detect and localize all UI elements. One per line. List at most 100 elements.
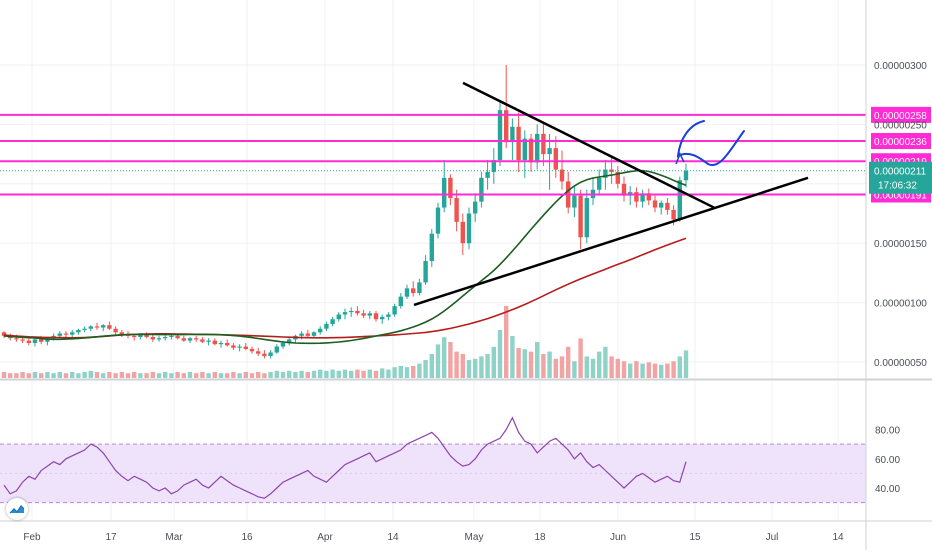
volume-bar [26, 373, 31, 378]
time-tick-label: 17 [105, 532, 117, 543]
candle-body [299, 333, 304, 336]
candle-body [32, 339, 38, 343]
volume-bar [218, 373, 224, 378]
projection-curve-tail [675, 152, 685, 165]
time-tick-label: 16 [241, 532, 253, 543]
time-tick-label: 14 [387, 532, 399, 543]
candle-body [287, 339, 292, 343]
volume-bar [634, 361, 639, 378]
lower-trendline [413, 176, 809, 307]
candle-body [181, 338, 186, 341]
volume-bar [144, 373, 149, 378]
volume-bar [541, 354, 546, 378]
candle-body [417, 282, 422, 294]
price-tick-label: 0.00000250 [874, 120, 927, 131]
rsi-tick-label: 80.00 [875, 426, 900, 437]
volume-bar [671, 361, 676, 378]
candle-body [175, 335, 180, 339]
candle-body [218, 342, 224, 345]
candle-body [63, 333, 69, 335]
volume-bar [535, 342, 540, 378]
time-tick-label: May [465, 532, 484, 543]
candle-body [274, 346, 279, 353]
volume-bar [659, 364, 664, 378]
volume-bar [336, 370, 341, 378]
candle-body [113, 328, 118, 333]
candle-body [473, 201, 478, 214]
candle-body [491, 160, 496, 172]
volume-bar [318, 369, 323, 378]
candle-body [231, 345, 236, 348]
volume-bar [646, 362, 651, 378]
candle-body [398, 296, 403, 307]
candle-body [411, 288, 416, 294]
candle-body [14, 338, 19, 340]
volume-bar [305, 372, 310, 378]
volume-bar [342, 369, 348, 378]
candle-body [621, 183, 627, 196]
volume-bar [206, 373, 211, 378]
candle-body [243, 346, 248, 349]
price-tick-label: 0.00000050 [874, 358, 927, 369]
candle-body [386, 314, 391, 317]
volume-bar [256, 372, 261, 378]
volume-bar [163, 372, 168, 378]
candle-body [479, 177, 484, 202]
candle-body [380, 316, 385, 320]
price-tick-label: 0.00000150 [874, 239, 927, 250]
time-tick-label: Jul [766, 532, 779, 543]
volume-bar [349, 370, 354, 378]
volume-bar [485, 354, 490, 378]
candle-body [355, 310, 360, 314]
tradingview-logo[interactable] [6, 498, 28, 520]
candle-body [522, 138, 527, 161]
candle-body [423, 261, 428, 283]
candle-body [535, 133, 540, 163]
candle-body [324, 323, 329, 329]
candle-body [659, 202, 664, 208]
candle-body [578, 195, 583, 238]
volume-bar [355, 369, 360, 378]
price-tick-label: 0.00000300 [874, 61, 927, 72]
candle-body [516, 126, 521, 161]
volume-bar [293, 372, 298, 378]
price-tick-label: 0.00000100 [874, 299, 927, 310]
candle-body [677, 180, 682, 220]
candle-body [634, 192, 639, 202]
volume-bar [107, 372, 112, 378]
candle-body [547, 148, 552, 155]
candle-body [559, 169, 565, 182]
volume-bar [528, 351, 534, 378]
volume-bar [386, 369, 391, 378]
candle-body [206, 340, 211, 342]
time-tick-label: 14 [832, 532, 844, 543]
volume-bar [45, 372, 50, 378]
volume-bar [473, 358, 478, 378]
candle-body [429, 233, 434, 262]
candle-body [305, 333, 310, 336]
candle-body [466, 213, 472, 244]
volume-bar [169, 373, 174, 378]
time-tick-label: 18 [534, 532, 546, 543]
candle-body [280, 342, 286, 347]
candle-body [572, 195, 577, 208]
volume-bar [287, 370, 292, 378]
volume-bar [243, 372, 248, 378]
volume-bar [268, 372, 273, 378]
candle-body [70, 332, 75, 335]
candle-body [45, 338, 50, 342]
candle-body [615, 171, 620, 184]
candle-body [82, 328, 87, 330]
candle-body [609, 169, 614, 172]
level-label: 0.00000258 [874, 111, 927, 122]
rsi-tick-label: 60.00 [875, 455, 900, 466]
volume-bar [597, 351, 602, 378]
volume-bar [448, 342, 453, 378]
volume-bar [566, 346, 571, 378]
volume-bar [20, 372, 25, 378]
volume-bar [57, 372, 62, 378]
volume-bar [423, 360, 428, 378]
volume-bar [559, 356, 565, 378]
